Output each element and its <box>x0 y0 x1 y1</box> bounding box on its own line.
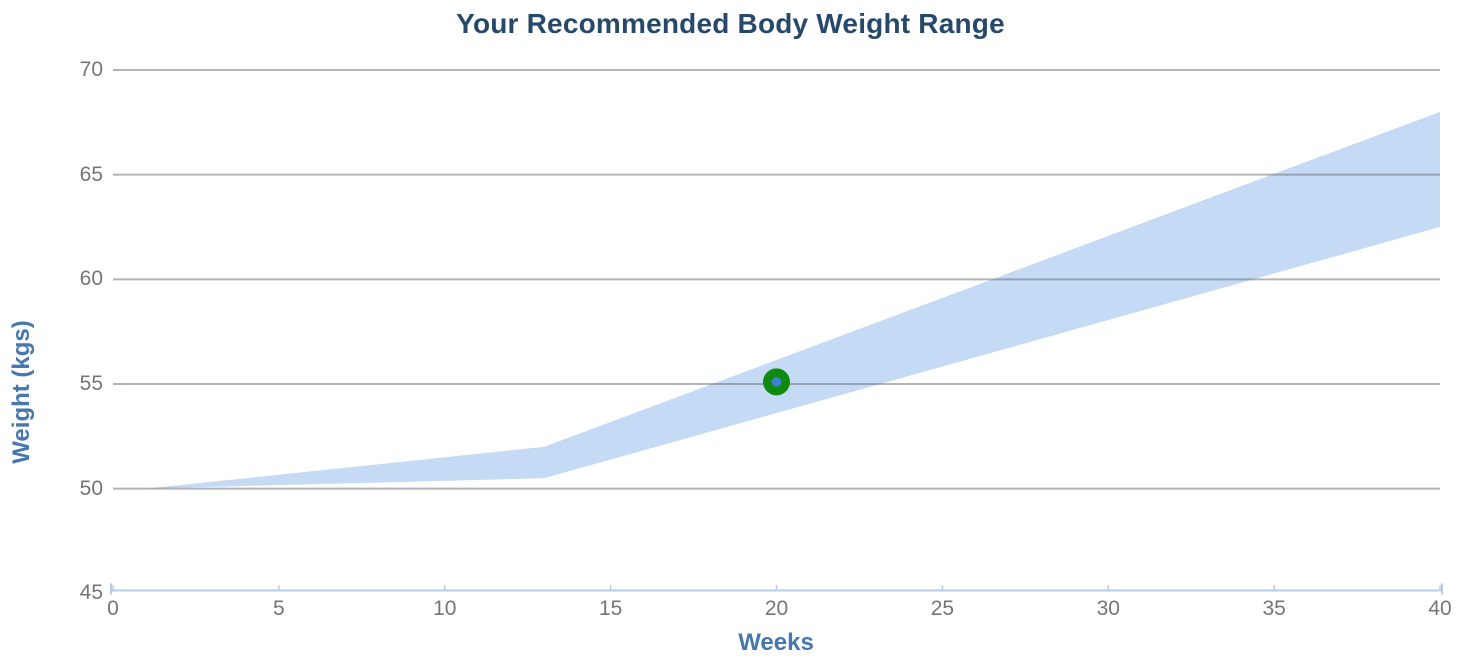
recommended-range-band <box>146 111 1440 489</box>
x-tick-label-10: 10 <box>433 597 457 620</box>
y-tick-label-70: 70 <box>79 58 103 81</box>
x-tick-label-40: 40 <box>1428 597 1452 620</box>
x-tick-label-25: 25 <box>930 597 955 620</box>
x-tick-label-5: 5 <box>273 597 285 620</box>
x-tick-label-30: 30 <box>1096 597 1120 620</box>
chart-title: Your Recommended Body Weight Range <box>456 8 1005 39</box>
x-tick-label-20: 20 <box>764 597 789 620</box>
x-tick-label-15: 15 <box>598 597 623 620</box>
x-tick-label-0: 0 <box>107 597 119 620</box>
y-tick-label-65: 65 <box>79 162 103 186</box>
x-tick-label-35: 35 <box>1262 597 1286 620</box>
y-tick-label-50: 50 <box>79 476 103 500</box>
y-tick-label-45: 45 <box>79 581 103 605</box>
y-tick-label-55: 55 <box>79 371 103 395</box>
current-weight-marker-center <box>771 377 782 387</box>
y-tick-label-60: 60 <box>79 267 103 291</box>
x-axis-title: Weeks <box>738 629 814 656</box>
